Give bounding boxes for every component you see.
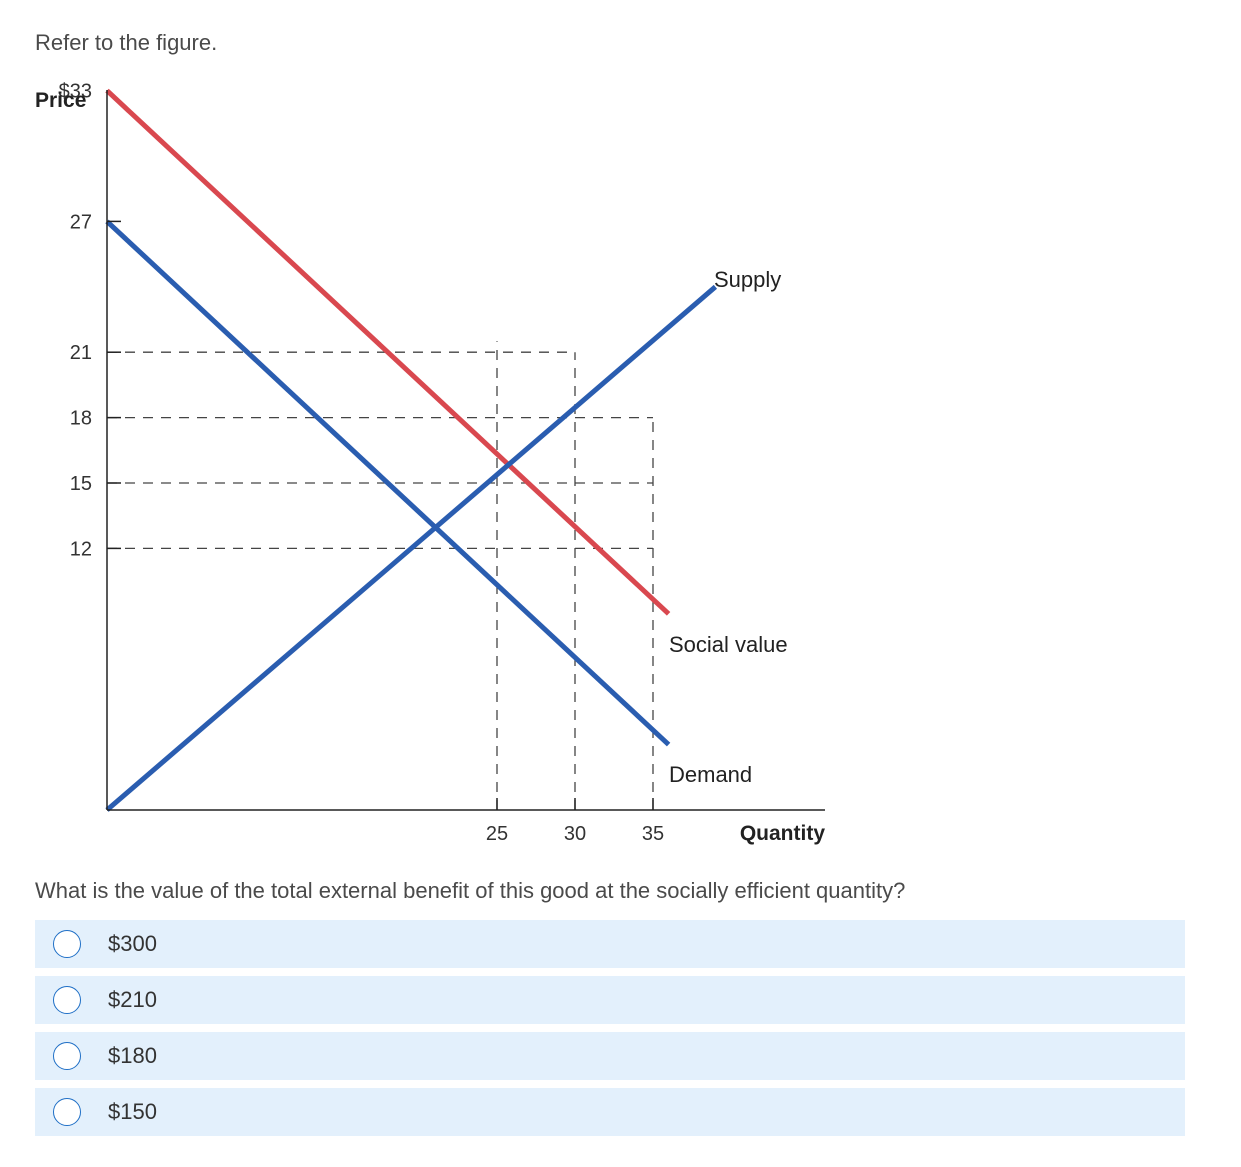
intro-text: Refer to the figure.	[35, 30, 218, 55]
y-tick-label: 12	[70, 538, 92, 560]
option-label: $210	[108, 987, 157, 1012]
x-axis-label: Quantity	[740, 822, 825, 845]
radio-button[interactable]	[53, 1098, 81, 1126]
curve-label-social-value: Social value	[669, 632, 788, 657]
y-ticks: $33 27 21 18 15 12	[59, 81, 121, 560]
option-label: $300	[108, 931, 157, 956]
curve-social-value	[105, 88, 671, 616]
curves	[105, 88, 718, 812]
radio-button[interactable]	[53, 930, 81, 958]
radio-button[interactable]	[53, 1042, 81, 1070]
x-tick-label: 35	[642, 823, 664, 845]
option-label: $150	[108, 1099, 157, 1124]
curve-supply	[105, 284, 718, 812]
answer-option-3[interactable]: $180	[35, 1032, 1185, 1080]
x-tick-label: 30	[564, 823, 586, 845]
y-tick-label: 15	[70, 473, 92, 495]
y-tick-label: 21	[70, 342, 92, 364]
answer-option-4[interactable]: $150	[35, 1088, 1185, 1136]
option-label: $180	[108, 1043, 157, 1068]
answer-option-2[interactable]: $210	[35, 976, 1185, 1024]
answer-options: $300 $210 $180 $150	[35, 920, 1185, 1144]
curve-label-supply: Supply	[714, 267, 781, 292]
guide-lines	[107, 341, 654, 810]
radio-button[interactable]	[53, 986, 81, 1014]
y-tick-label: 18	[70, 408, 92, 430]
curve-label-demand: Demand	[669, 762, 752, 787]
y-tick-label: $33	[59, 81, 92, 103]
x-ticks: 25 30 35	[486, 798, 664, 845]
economics-chart: $33 27 21 18 15 12 25 30 35 Price Quantity Supp…	[35, 81, 825, 845]
x-tick-label: 25	[486, 823, 508, 845]
curve-demand	[105, 219, 671, 747]
answer-option-1[interactable]: $300	[35, 920, 1185, 968]
y-axis-label: Price	[35, 89, 86, 112]
question-text: What is the value of the total external …	[35, 878, 906, 903]
y-tick-label: 27	[70, 211, 92, 233]
